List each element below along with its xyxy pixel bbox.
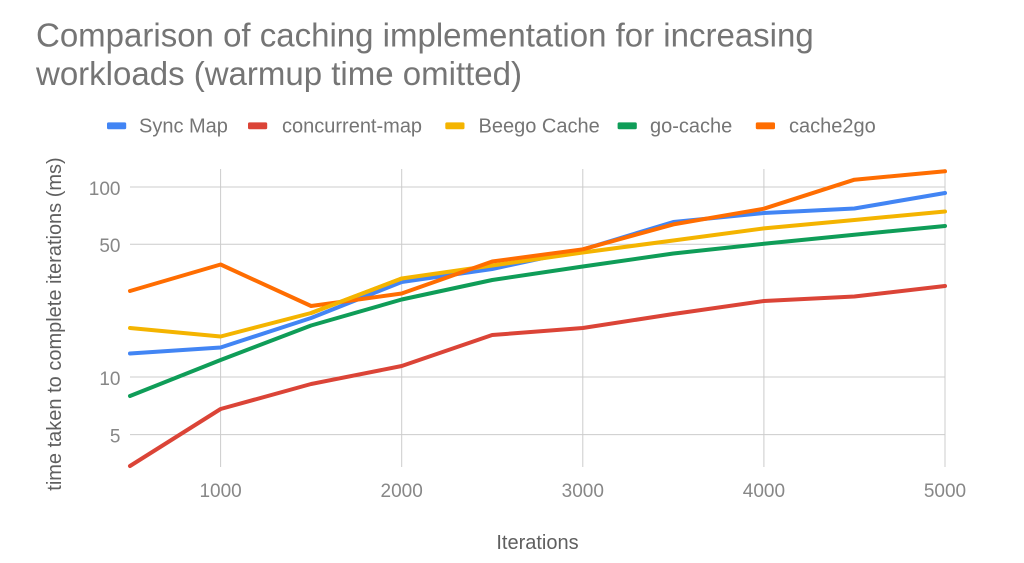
svg-text:4000: 4000 bbox=[743, 481, 785, 502]
svg-text:time taken to complete iterati: time taken to complete iterations (ms) bbox=[44, 157, 66, 490]
svg-text:workloads (warmup time omitted: workloads (warmup time omitted) bbox=[35, 55, 522, 92]
svg-text:Sync Map: Sync Map bbox=[139, 116, 228, 138]
svg-text:3000: 3000 bbox=[562, 481, 604, 502]
svg-text:5000: 5000 bbox=[924, 481, 966, 502]
svg-text:10: 10 bbox=[99, 369, 120, 390]
svg-text:Iterations: Iterations bbox=[496, 532, 578, 554]
svg-text:concurrent-map: concurrent-map bbox=[282, 116, 422, 138]
svg-text:cache2go: cache2go bbox=[789, 116, 876, 138]
svg-text:Beego Cache: Beego Cache bbox=[479, 116, 600, 138]
svg-text:go-cache: go-cache bbox=[650, 116, 732, 138]
svg-text:2000: 2000 bbox=[381, 481, 423, 502]
svg-text:50: 50 bbox=[99, 236, 120, 257]
svg-text:5: 5 bbox=[110, 426, 121, 447]
svg-text:1000: 1000 bbox=[199, 481, 241, 502]
svg-text:Comparison of caching implemen: Comparison of caching implementation for… bbox=[36, 17, 814, 54]
svg-text:100: 100 bbox=[89, 179, 121, 200]
